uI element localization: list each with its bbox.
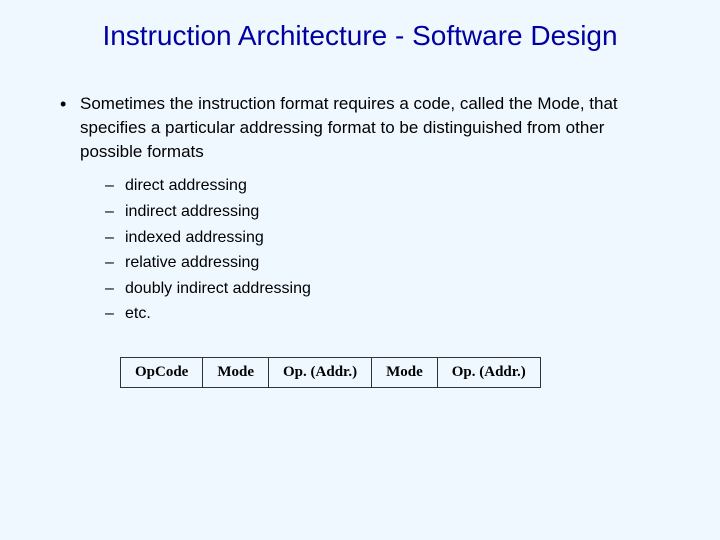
table-row: OpCode Mode Op. (Addr.) Mode Op. (Addr.) [121,357,541,387]
main-bullet: Sometimes the instruction format require… [60,92,670,163]
sub-item: doubly indirect addressing [105,276,670,302]
cell-opaddr-1: Op. (Addr.) [269,357,372,387]
cell-opaddr-2: Op. (Addr.) [437,357,540,387]
sub-item: direct addressing [105,173,670,199]
sub-item: indexed addressing [105,225,670,251]
sub-item: relative addressing [105,250,670,276]
content-area: Sometimes the instruction format require… [30,92,690,388]
instruction-format-table: OpCode Mode Op. (Addr.) Mode Op. (Addr.) [120,357,541,388]
sub-item: etc. [105,301,670,327]
cell-mode-2: Mode [372,357,438,387]
sub-item: indirect addressing [105,199,670,225]
cell-opcode: OpCode [121,357,203,387]
cell-mode-1: Mode [203,357,269,387]
sub-bullet-list: direct addressing indirect addressing in… [60,173,670,327]
slide-title: Instruction Architecture - Software Desi… [30,20,690,52]
instruction-format-table-wrap: OpCode Mode Op. (Addr.) Mode Op. (Addr.) [60,357,670,388]
